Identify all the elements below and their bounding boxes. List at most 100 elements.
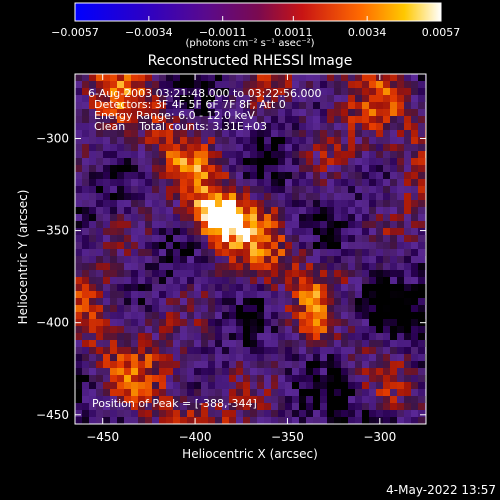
heatmap-cell [383,396,390,403]
heatmap-cell [411,144,418,151]
heatmap-cell [82,165,89,172]
heatmap-cell [355,305,362,312]
heatmap-cell [159,396,166,403]
heatmap-cell [299,256,306,263]
heatmap-cell [166,165,173,172]
heatmap-cell [159,242,166,249]
heatmap-cell [89,179,96,186]
heatmap-cell [103,354,110,361]
heatmap-cell [411,361,418,368]
heatmap-cell [334,347,341,354]
heatmap-cell [138,298,145,305]
heatmap-cell [341,116,348,123]
heatmap-cell [320,130,327,137]
heatmap-cell [110,291,117,298]
heatmap-cell [411,207,418,214]
heatmap-cell [103,284,110,291]
heatmap-cell [194,109,201,116]
heatmap-cell [299,326,306,333]
heatmap-cell [124,137,131,144]
heatmap-cell [271,417,278,424]
heatmap-cell [124,305,131,312]
heatmap-cell [145,200,152,207]
heatmap-cell [355,228,362,235]
heatmap-cell [243,179,250,186]
heatmap-cell [250,319,257,326]
heatmap-cell [397,368,404,375]
heatmap-cell [369,333,376,340]
heatmap-cell [313,74,320,81]
heatmap-cell [159,81,166,88]
heatmap-cell [96,256,103,263]
heatmap-cell [75,291,82,298]
heatmap-cell [145,410,152,417]
heatmap-cell [306,130,313,137]
heatmap-cell [299,165,306,172]
heatmap-cell [334,340,341,347]
heatmap-cell [404,368,411,375]
heatmap-cell [152,109,159,116]
heatmap-cell [75,256,82,263]
heatmap-cell [418,123,425,130]
heatmap-cell [138,221,145,228]
heatmap-cell [292,214,299,221]
heatmap-cell [390,95,397,102]
heatmap-cell [250,396,257,403]
heatmap-cell [194,256,201,263]
heatmap-cell [173,200,180,207]
heatmap-cell [222,137,229,144]
heatmap-cell [96,200,103,207]
heatmap-cell [355,277,362,284]
plot-frame [74,73,427,425]
heatmap-cell [187,298,194,305]
heatmap-cell [96,221,103,228]
heatmap-cell [292,74,299,81]
heatmap-cell [397,263,404,270]
heatmap-cell [306,277,313,284]
heatmap-cell [110,81,117,88]
heatmap-cell [306,312,313,319]
heatmap-cell [117,116,124,123]
heatmap-cell [264,186,271,193]
heatmap-cell [96,165,103,172]
heatmap-cell [299,81,306,88]
heatmap-cell [355,186,362,193]
heatmap-cell [243,158,250,165]
heatmap-cell [404,116,411,123]
heatmap-cell [103,151,110,158]
heatmap-cell [250,375,257,382]
heatmap-cell [159,172,166,179]
heatmap-cell [117,158,124,165]
heatmap-cell [257,151,264,158]
heatmap-cell [348,270,355,277]
heatmap-cell [201,116,208,123]
heatmap-cell [383,375,390,382]
heatmap-cell [180,298,187,305]
heatmap-cell [383,137,390,144]
heatmap-cell [89,298,96,305]
heatmap-cell [292,109,299,116]
heatmap-cell [145,361,152,368]
heatmap-cell [96,340,103,347]
heatmap-cell [159,333,166,340]
heatmap-cell [320,417,327,424]
heatmap-cell [320,158,327,165]
heatmap-cell [180,193,187,200]
heatmap-cell [103,74,110,81]
heatmap-cell [369,382,376,389]
heatmap-cell [173,137,180,144]
heatmap-cell [75,270,82,277]
heatmap-cell [145,144,152,151]
heatmap-cell [173,382,180,389]
heatmap-cell [124,172,131,179]
heatmap-cell [285,403,292,410]
heatmap-cell [327,270,334,277]
heatmap-cell [159,382,166,389]
heatmap-cell [173,326,180,333]
heatmap-cell [75,375,82,382]
heatmap-cell [362,235,369,242]
heatmap-cell [411,347,418,354]
heatmap-cell [341,410,348,417]
heatmap-cell [215,109,222,116]
heatmap-cell [208,410,215,417]
